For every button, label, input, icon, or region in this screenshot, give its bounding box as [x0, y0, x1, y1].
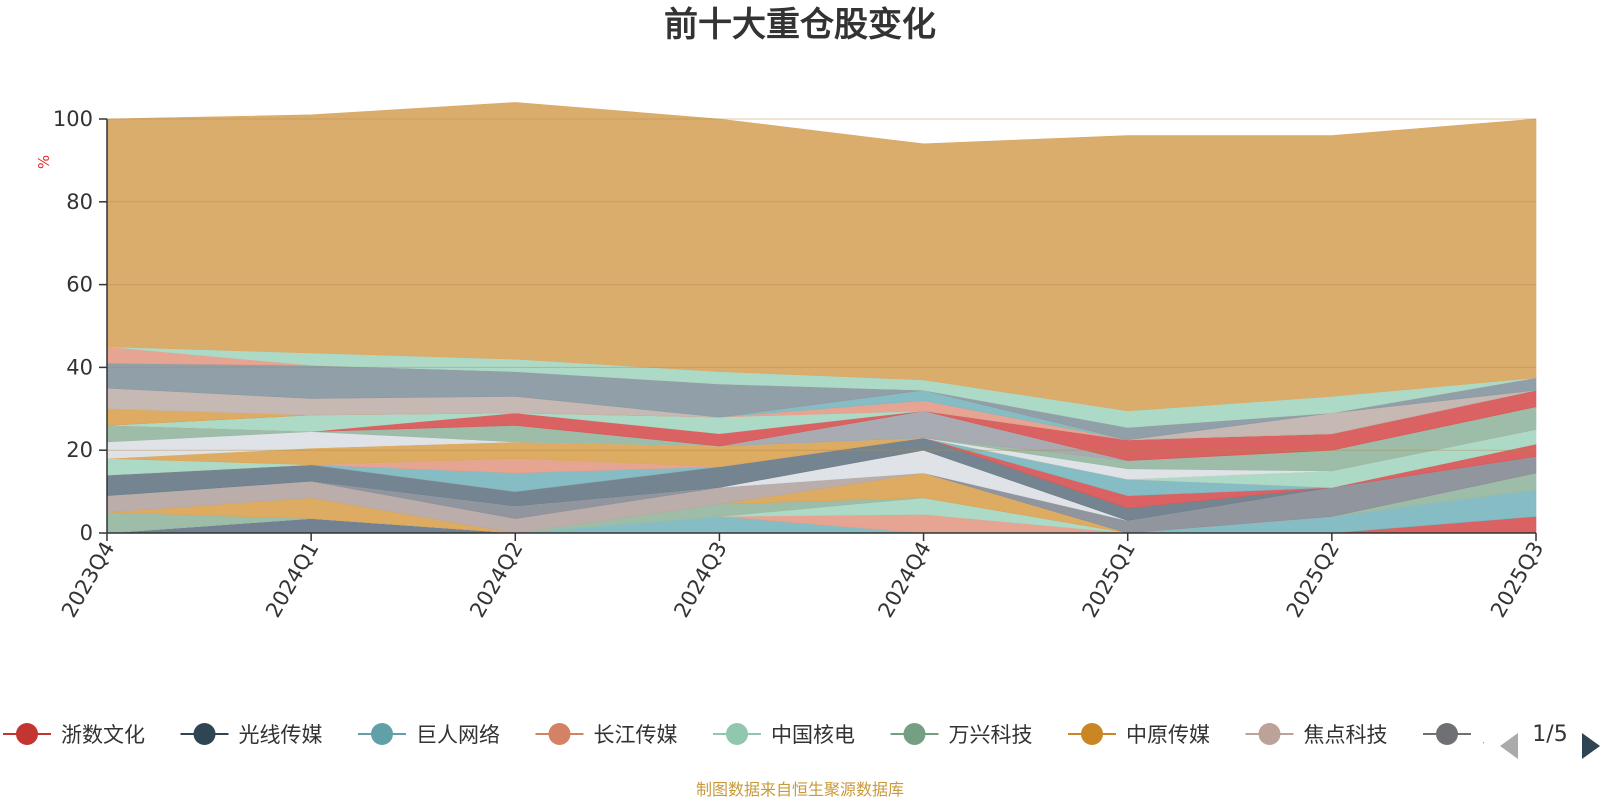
legend-item[interactable]: 长江传媒	[535, 723, 678, 747]
x-tick-label: 2023Q4	[57, 538, 119, 622]
legend-label: 长江传媒	[594, 723, 678, 747]
legend-page-indicator: 1/5	[1532, 722, 1567, 747]
legend-item[interactable]: 巨人网络	[358, 723, 500, 747]
x-tick-label: 2024Q4	[873, 538, 935, 622]
legend-prev-page-icon[interactable]	[1500, 733, 1518, 759]
legend-item[interactable]: 浙数文化	[3, 723, 145, 747]
legend-label: 光线传媒	[239, 723, 323, 747]
legend-item[interactable]: 万兴科技	[890, 723, 1033, 747]
legend-item[interactable]: 中国核电	[713, 723, 855, 747]
y-tick-label: 80	[66, 190, 93, 214]
x-tick-label: 2024Q3	[669, 538, 731, 622]
axes	[106, 119, 1536, 534]
legend-label: 巨人网络	[416, 723, 500, 747]
legend-pager: 1/5	[1500, 722, 1600, 759]
legend-label: 中原传媒	[1126, 723, 1210, 747]
legend-marker-icon	[1081, 723, 1103, 745]
legend-label: 中国核电	[771, 723, 855, 747]
legend-label: 浙数文化	[61, 723, 145, 747]
y-tick-label: 20	[66, 438, 93, 462]
legend-marker-icon	[903, 723, 926, 745]
x-tick-label: 2025Q1	[1078, 538, 1140, 622]
legend-marker-icon	[16, 723, 38, 745]
x-tick-label: 2024Q1	[261, 538, 323, 622]
legend-item[interactable]: 光线传媒	[180, 723, 323, 747]
legend-item[interactable]: 焦点科技	[1245, 723, 1388, 747]
legend-marker-icon	[1258, 723, 1281, 745]
x-tick-label: 2025Q3	[1486, 538, 1548, 622]
x-tick-label: 2024Q2	[465, 538, 527, 622]
area-series-29[interactable]	[106, 102, 1537, 412]
x-tick-label: 2025Q2	[1282, 538, 1344, 622]
y-tick-label: 60	[66, 273, 93, 297]
legend-item[interactable]: 昆	[1423, 723, 1502, 747]
chart-title: 前十大重仓股变化	[664, 5, 936, 45]
legend-marker-icon	[548, 723, 571, 745]
legend-item[interactable]: 中原传媒	[1068, 723, 1210, 747]
legend-marker-icon	[726, 723, 748, 745]
legend-marker-icon	[193, 723, 216, 745]
y-axis-unit: %	[35, 155, 53, 169]
data-source-note: 制图数据来自恒生聚源数据库	[696, 780, 904, 799]
legend-marker-icon	[371, 723, 393, 745]
legend-label: 万兴科技	[949, 723, 1033, 747]
legend-label: 昆	[1481, 723, 1502, 747]
y-tick-label: 40	[66, 355, 93, 379]
legend-label: 焦点科技	[1304, 723, 1388, 747]
legend-marker-icon	[1436, 723, 1458, 745]
legend-next-page-icon[interactable]	[1582, 733, 1600, 759]
y-tick-label: 100	[53, 107, 93, 131]
y-tick-label: 0	[80, 521, 93, 545]
x-tick-labels: 2023Q4 2024Q1 2024Q2 2024Q3 2024Q4 2025Q1 2025…	[57, 533, 1548, 622]
grid-lines	[107, 118, 1536, 451]
area-series-group	[106, 102, 1537, 534]
y-tick-labels: 0 20 40 60 80 100	[53, 107, 107, 545]
legend: 浙数文化 光线传媒 巨人网络 长江传媒 中国核电 万兴科技 中原传媒 焦点科技 昆	[3, 723, 1502, 747]
